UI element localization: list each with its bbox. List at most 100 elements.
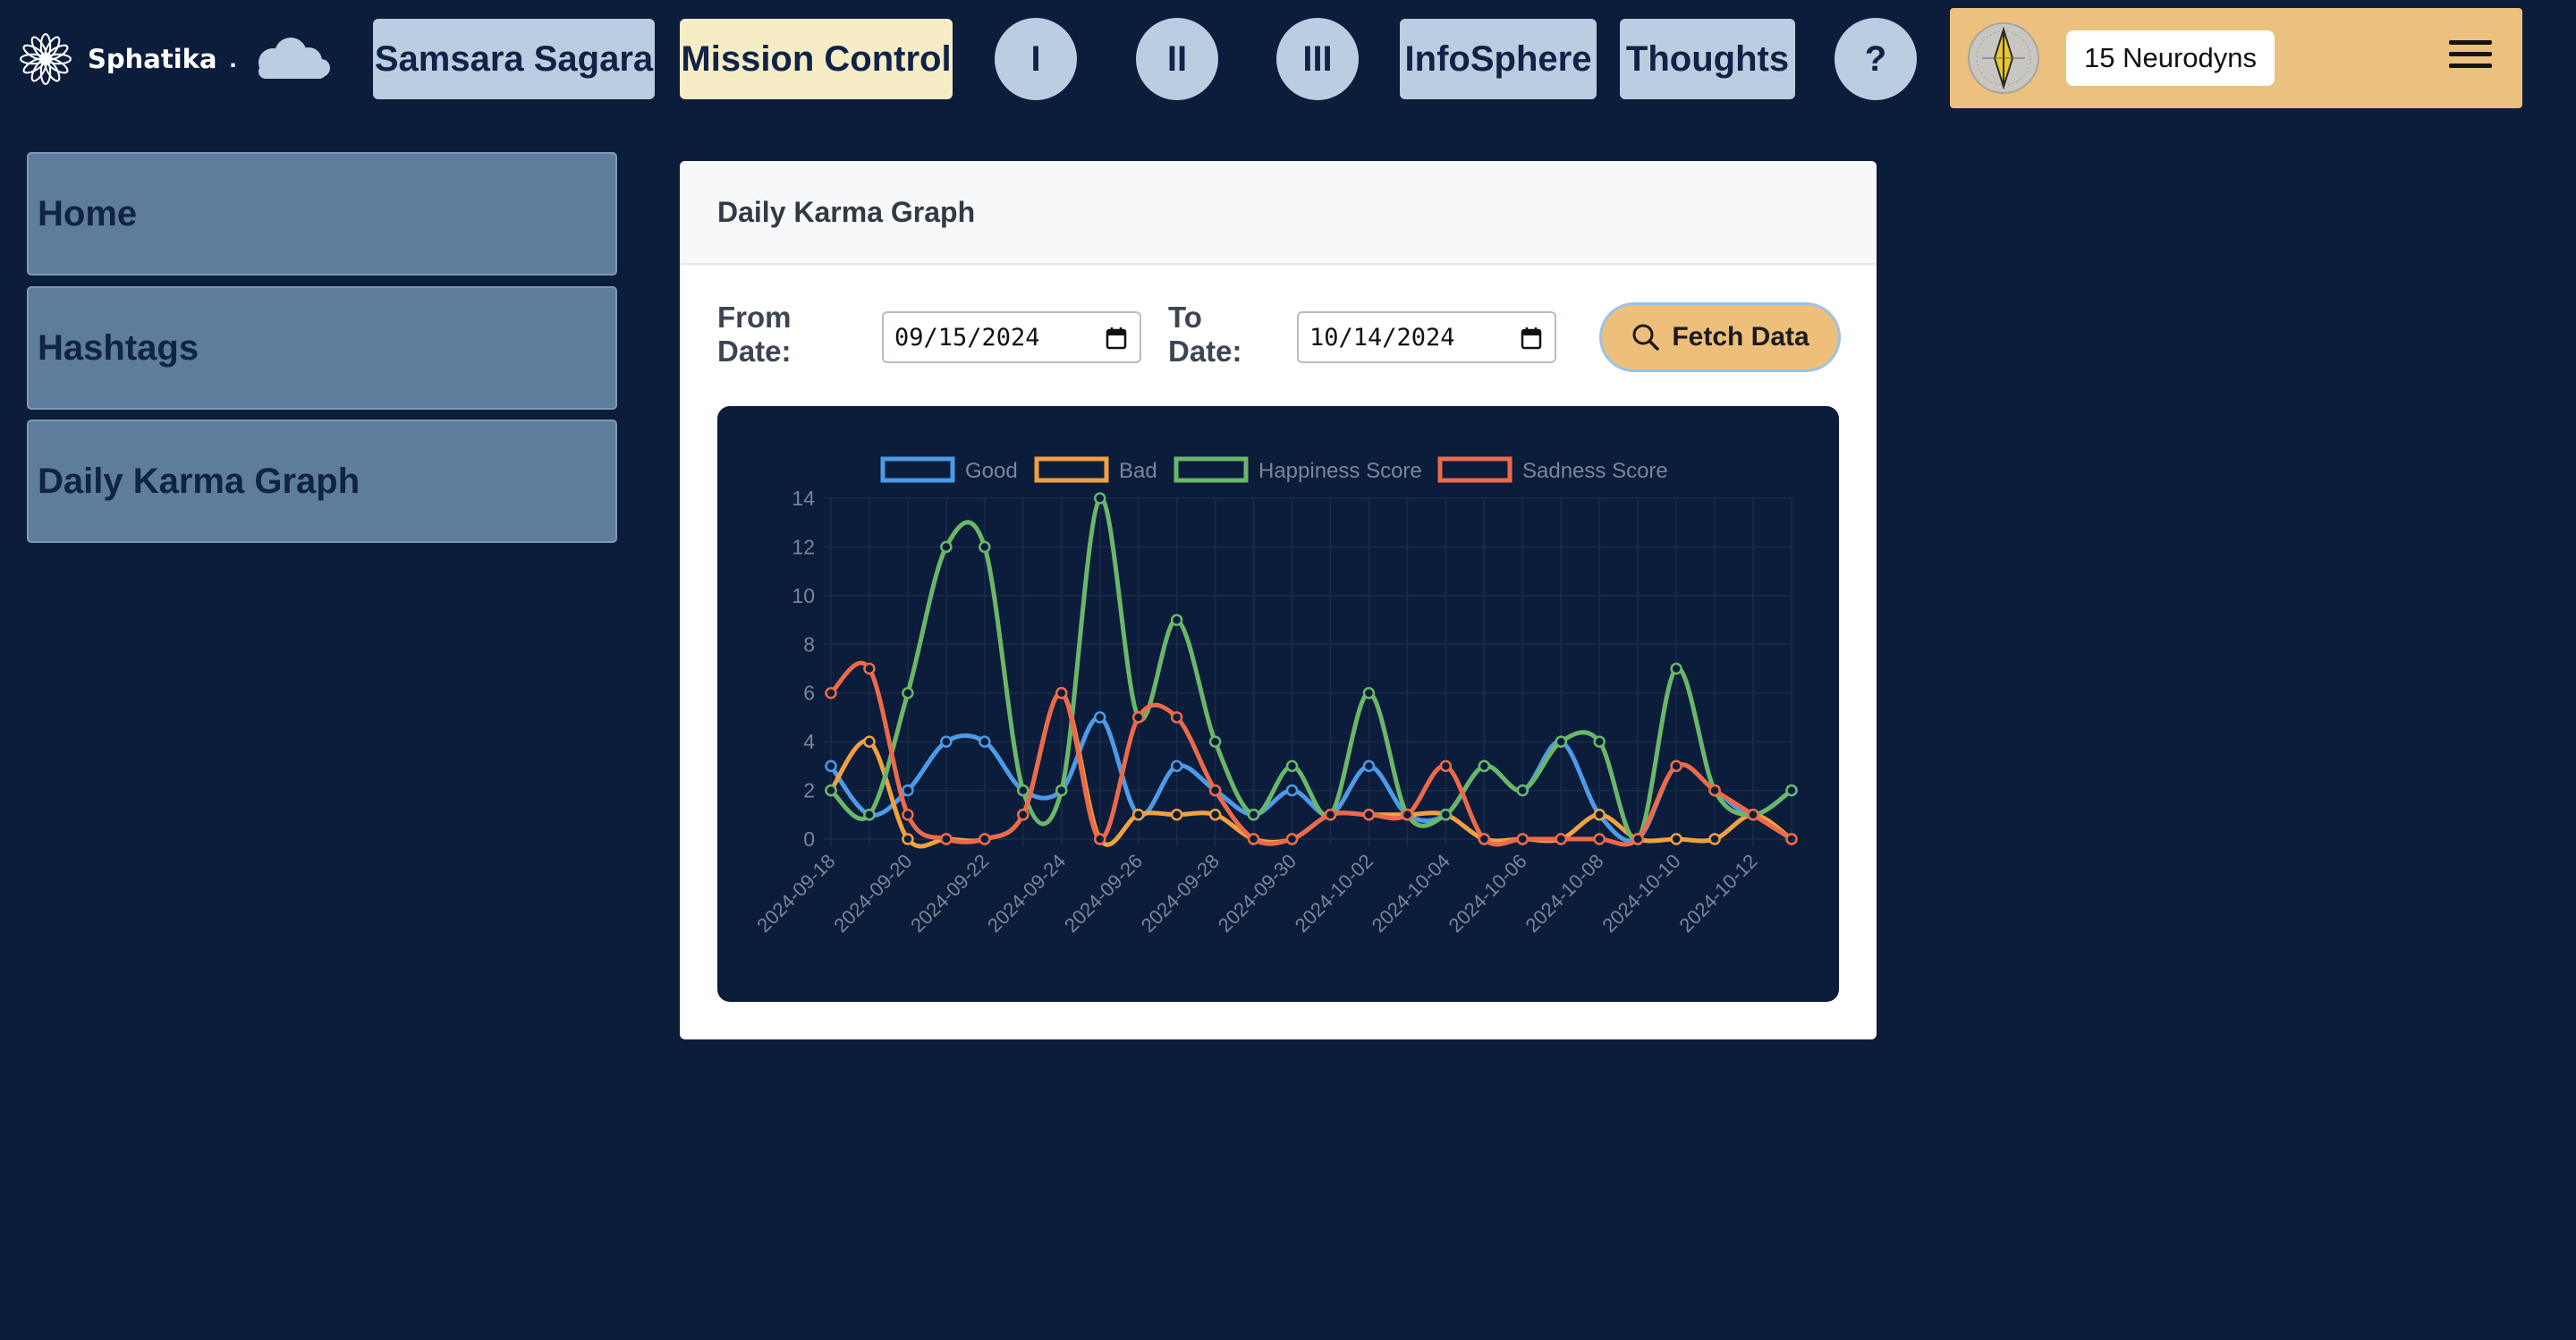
data-point[interactable] xyxy=(825,759,837,773)
legend-label: Good xyxy=(965,459,1018,483)
nav-thoughts[interactable]: Thoughts xyxy=(1620,19,1795,99)
nav-level-2[interactable]: II xyxy=(1136,18,1218,100)
legend-item[interactable]: Sadness Score xyxy=(1437,456,1668,483)
data-point[interactable] xyxy=(1285,759,1299,773)
data-point[interactable] xyxy=(1362,686,1376,700)
to-date-input[interactable]: 10/14/2024 xyxy=(1297,311,1556,363)
data-point[interactable] xyxy=(1170,809,1183,821)
data-point[interactable] xyxy=(1516,784,1530,797)
x-tick-label: 2024-09-18 xyxy=(752,850,839,937)
data-point[interactable] xyxy=(940,735,953,748)
data-point[interactable] xyxy=(1439,809,1453,821)
data-point[interactable] xyxy=(1401,809,1414,821)
sidebar-item-daily-karma-graph[interactable]: Daily Karma Graph xyxy=(27,420,617,543)
data-point[interactable] xyxy=(1631,833,1644,845)
data-point[interactable] xyxy=(1593,735,1606,748)
app-logo[interactable]: Sphatika . xyxy=(18,25,332,93)
data-point[interactable] xyxy=(1516,833,1530,845)
data-point[interactable] xyxy=(1593,809,1606,821)
data-point[interactable] xyxy=(1093,492,1106,505)
data-point[interactable] xyxy=(1670,759,1682,773)
legend-swatch xyxy=(880,456,955,483)
data-point[interactable] xyxy=(1785,784,1798,797)
data-point[interactable] xyxy=(863,662,876,675)
nav-mission-control[interactable]: Mission Control xyxy=(680,19,953,99)
data-point[interactable] xyxy=(1285,833,1299,845)
data-point[interactable] xyxy=(1439,759,1453,773)
nav-samsara-sagara[interactable]: Samsara Sagara xyxy=(373,19,655,99)
legend-item[interactable]: Happiness Score xyxy=(1174,456,1422,483)
data-point[interactable] xyxy=(1670,662,1682,675)
data-point[interactable] xyxy=(1055,784,1068,797)
data-point[interactable] xyxy=(979,735,991,748)
help-button[interactable]: ? xyxy=(1835,18,1917,100)
data-point[interactable] xyxy=(1593,833,1606,845)
data-point[interactable] xyxy=(1208,809,1222,821)
data-point[interactable] xyxy=(1670,833,1682,845)
legend-label: Happiness Score xyxy=(1258,459,1422,483)
data-point[interactable] xyxy=(1170,711,1183,724)
data-point[interactable] xyxy=(1131,711,1145,724)
data-point[interactable] xyxy=(1017,809,1030,821)
data-point[interactable] xyxy=(940,540,953,554)
y-tick-label: 0 xyxy=(803,827,815,851)
data-point[interactable] xyxy=(1324,809,1337,821)
data-point[interactable] xyxy=(1093,833,1106,845)
data-point[interactable] xyxy=(863,735,876,748)
data-point[interactable] xyxy=(1017,784,1030,797)
data-point[interactable] xyxy=(1747,809,1759,821)
data-point[interactable] xyxy=(1478,833,1491,845)
calendar-icon[interactable] xyxy=(1521,327,1542,350)
y-tick-label: 6 xyxy=(803,682,815,705)
legend-item[interactable]: Good xyxy=(880,456,1018,483)
data-point[interactable] xyxy=(1708,784,1721,797)
x-tick-label: 2024-09-26 xyxy=(1060,850,1147,937)
fetch-data-button[interactable]: Fetch Data xyxy=(1599,302,1841,372)
data-point[interactable] xyxy=(1131,809,1145,821)
nav-level-1[interactable]: I xyxy=(995,18,1077,100)
to-date-value: 10/14/2024 xyxy=(1309,323,1455,352)
sidebar-item-hashtags[interactable]: Hashtags xyxy=(27,286,617,410)
data-point[interactable] xyxy=(1555,833,1567,845)
data-point[interactable] xyxy=(1247,833,1260,845)
data-point[interactable] xyxy=(1170,614,1183,626)
data-point[interactable] xyxy=(1362,809,1376,821)
nav-level-3[interactable]: III xyxy=(1276,18,1359,100)
data-point[interactable] xyxy=(1055,686,1068,700)
legend-item[interactable]: Bad xyxy=(1034,456,1157,483)
x-tick-label: 2024-10-06 xyxy=(1445,850,1531,937)
lotus-icon xyxy=(20,33,72,85)
x-tick-label: 2024-09-22 xyxy=(906,850,993,937)
data-point[interactable] xyxy=(902,686,914,700)
data-point[interactable] xyxy=(902,784,914,797)
nav-infosphere[interactable]: InfoSphere xyxy=(1400,19,1597,99)
data-point[interactable] xyxy=(1478,759,1491,773)
data-point[interactable] xyxy=(979,833,991,845)
to-label-line-2: Date: xyxy=(1168,335,1242,368)
user-avatar[interactable] xyxy=(1968,22,2039,94)
data-point[interactable] xyxy=(825,686,837,700)
x-tick-label: 2024-10-08 xyxy=(1521,850,1607,937)
y-tick-label: 14 xyxy=(792,487,815,510)
data-point[interactable] xyxy=(902,833,914,845)
data-point[interactable] xyxy=(1247,809,1260,821)
sidebar-item-home[interactable]: Home xyxy=(27,152,617,276)
data-point[interactable] xyxy=(1093,711,1106,724)
data-point[interactable] xyxy=(1170,759,1183,773)
data-point[interactable] xyxy=(979,540,991,554)
data-point[interactable] xyxy=(1285,784,1299,797)
data-point[interactable] xyxy=(1708,833,1721,845)
data-point[interactable] xyxy=(902,809,914,821)
data-point[interactable] xyxy=(1555,735,1567,748)
data-point[interactable] xyxy=(1785,833,1798,845)
data-point[interactable] xyxy=(1362,759,1376,773)
data-point[interactable] xyxy=(1208,735,1222,748)
data-point[interactable] xyxy=(940,833,953,845)
menu-icon[interactable] xyxy=(2449,40,2492,76)
data-point[interactable] xyxy=(825,784,837,797)
data-point[interactable] xyxy=(1208,784,1222,797)
data-point[interactable] xyxy=(863,809,876,821)
from-date-input[interactable]: 09/15/2024 xyxy=(882,311,1141,363)
calendar-icon[interactable] xyxy=(1106,327,1127,350)
